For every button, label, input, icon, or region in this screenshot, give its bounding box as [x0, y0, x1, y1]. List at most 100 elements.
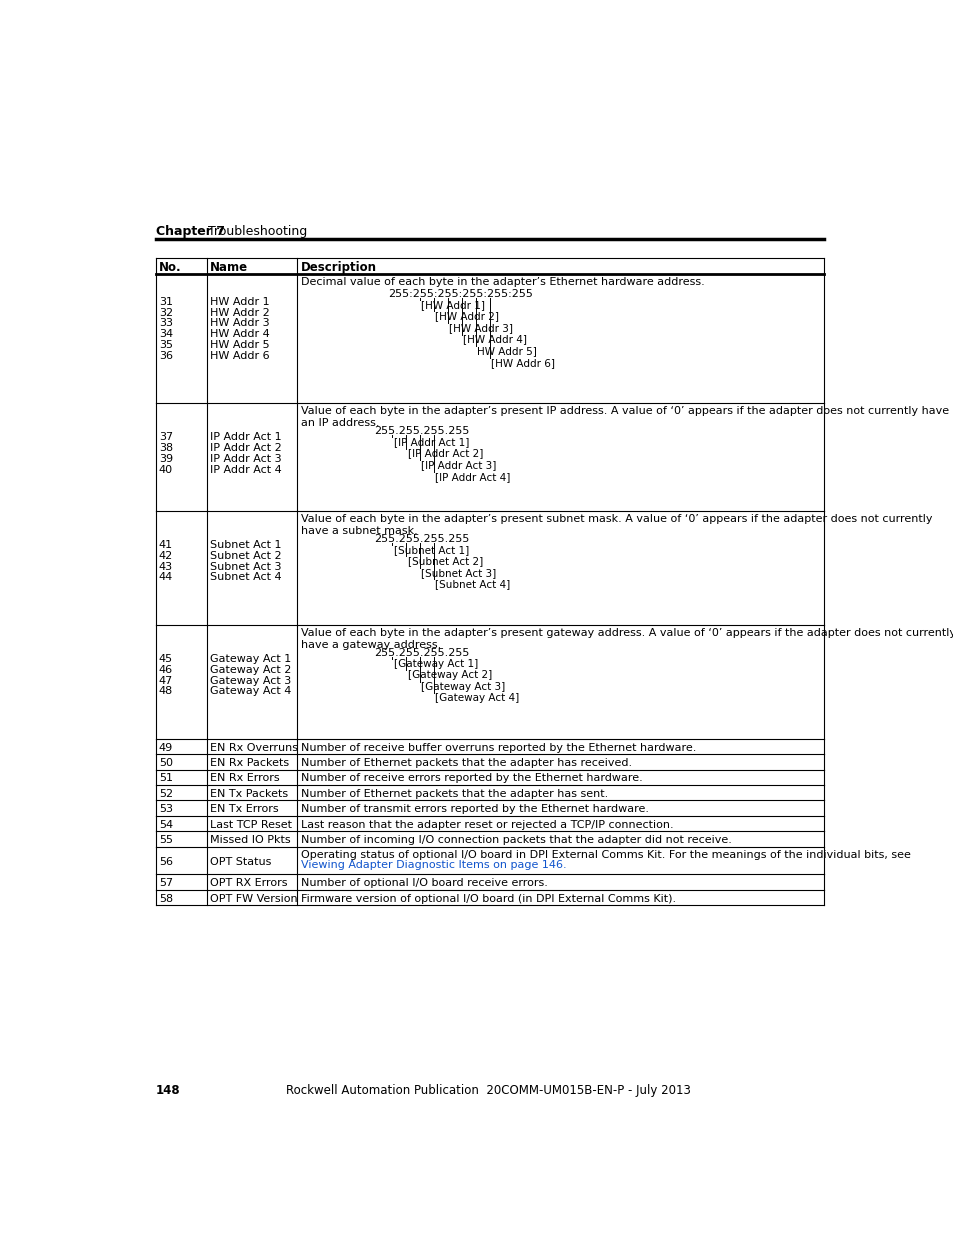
Text: 44: 44 [158, 573, 172, 583]
Text: 36: 36 [158, 351, 172, 361]
Text: [IP Addr Act 3]: [IP Addr Act 3] [421, 461, 497, 471]
Text: [IP Addr Act 1]: [IP Addr Act 1] [394, 437, 469, 447]
Text: No.: No. [158, 261, 181, 274]
Text: HW Addr 6: HW Addr 6 [210, 351, 270, 361]
Text: 58: 58 [158, 894, 172, 904]
Text: Number of transmit errors reported by the Ethernet hardware.: Number of transmit errors reported by th… [301, 804, 649, 814]
Text: Number of receive errors reported by the Ethernet hardware.: Number of receive errors reported by the… [301, 773, 642, 783]
Text: 42: 42 [158, 551, 172, 561]
Text: 57: 57 [158, 878, 172, 888]
Text: 45: 45 [158, 655, 172, 664]
Text: Decimal value of each byte in the adapter’s Ethernet hardware address.: Decimal value of each byte in the adapte… [301, 277, 704, 287]
Text: 51: 51 [158, 773, 172, 783]
Text: 31: 31 [158, 296, 172, 306]
Text: Firmware version of optional I/O board (in DPI External Comms Kit).: Firmware version of optional I/O board (… [301, 894, 676, 904]
Text: 255.255.255.255: 255.255.255.255 [374, 426, 469, 436]
Text: 56: 56 [158, 857, 172, 867]
Text: [Gateway Act 2]: [Gateway Act 2] [407, 671, 492, 680]
Text: 34: 34 [158, 330, 172, 340]
Text: Subnet Act 2: Subnet Act 2 [210, 551, 281, 561]
Text: [Gateway Act 1]: [Gateway Act 1] [394, 658, 477, 668]
Text: EN Tx Errors: EN Tx Errors [210, 804, 278, 814]
Text: 255.255.255.255: 255.255.255.255 [374, 534, 469, 543]
Text: IP Addr Act 4: IP Addr Act 4 [210, 464, 281, 474]
Text: 38: 38 [158, 443, 172, 453]
Text: Gateway Act 1: Gateway Act 1 [210, 655, 291, 664]
Text: 55: 55 [158, 835, 172, 845]
Text: OPT FW Version: OPT FW Version [210, 894, 297, 904]
Text: 49: 49 [158, 742, 172, 752]
Text: EN Rx Overruns: EN Rx Overruns [210, 742, 297, 752]
Text: Gateway Act 2: Gateway Act 2 [210, 664, 291, 674]
Text: Description: Description [300, 261, 376, 274]
Text: Gateway Act 4: Gateway Act 4 [210, 687, 291, 697]
Text: 255:255:255:255:255:255: 255:255:255:255:255:255 [388, 289, 532, 299]
Text: EN Tx Packets: EN Tx Packets [210, 789, 288, 799]
Text: HW Addr 4: HW Addr 4 [210, 330, 270, 340]
Text: Number of Ethernet packets that the adapter has received.: Number of Ethernet packets that the adap… [301, 758, 632, 768]
Text: 148: 148 [155, 1084, 180, 1097]
Text: Name: Name [210, 261, 248, 274]
Text: Troubleshooting: Troubleshooting [208, 225, 307, 238]
Text: [Gateway Act 4]: [Gateway Act 4] [435, 693, 519, 704]
Text: IP Addr Act 3: IP Addr Act 3 [210, 454, 281, 464]
Text: Number of Ethernet packets that the adapter has sent.: Number of Ethernet packets that the adap… [301, 789, 608, 799]
Text: Last reason that the adapter reset or rejected a TCP/IP connection.: Last reason that the adapter reset or re… [301, 820, 673, 830]
Text: Number of receive buffer overruns reported by the Ethernet hardware.: Number of receive buffer overruns report… [301, 742, 696, 752]
Text: HW Addr 5]: HW Addr 5] [476, 346, 537, 356]
Text: 53: 53 [158, 804, 172, 814]
Text: [HW Addr 6]: [HW Addr 6] [491, 358, 555, 368]
Text: 32: 32 [158, 308, 172, 317]
Text: 52: 52 [158, 789, 172, 799]
Text: Missed IO Pkts: Missed IO Pkts [210, 835, 291, 845]
Text: Subnet Act 4: Subnet Act 4 [210, 573, 281, 583]
Text: 35: 35 [158, 340, 172, 350]
Text: [HW Addr 1]: [HW Addr 1] [421, 300, 485, 310]
Text: Gateway Act 3: Gateway Act 3 [210, 676, 291, 685]
Text: Value of each byte in the adapter’s present gateway address. A value of ‘0’ appe: Value of each byte in the adapter’s pres… [301, 627, 953, 650]
Text: EN Rx Errors: EN Rx Errors [210, 773, 279, 783]
Text: [IP Addr Act 4]: [IP Addr Act 4] [435, 472, 510, 482]
Text: Operating status of optional I/O board in DPI External Comms Kit. For the meanin: Operating status of optional I/O board i… [301, 850, 910, 860]
Text: [Subnet Act 2]: [Subnet Act 2] [407, 556, 482, 567]
Text: 54: 54 [158, 820, 172, 830]
Text: Value of each byte in the adapter’s present IP address. A value of ‘0’ appears i: Value of each byte in the adapter’s pres… [301, 406, 948, 427]
Text: Last TCP Reset: Last TCP Reset [210, 820, 292, 830]
Text: Number of incoming I/O connection packets that the adapter did not receive.: Number of incoming I/O connection packet… [301, 835, 732, 845]
Text: Subnet Act 3: Subnet Act 3 [210, 562, 281, 572]
Text: Viewing Adapter Diagnostic Items on page 146.: Viewing Adapter Diagnostic Items on page… [301, 861, 566, 871]
Text: 43: 43 [158, 562, 172, 572]
Text: [Subnet Act 3]: [Subnet Act 3] [421, 568, 497, 578]
Text: OPT Status: OPT Status [210, 857, 271, 867]
Text: Chapter 7: Chapter 7 [155, 225, 225, 238]
Text: 37: 37 [158, 432, 172, 442]
Text: 255.255.255.255: 255.255.255.255 [374, 648, 469, 658]
Text: 39: 39 [158, 454, 172, 464]
Text: Number of optional I/O board receive errors.: Number of optional I/O board receive err… [301, 878, 548, 888]
Text: [Gateway Act 3]: [Gateway Act 3] [421, 682, 505, 692]
Text: IP Addr Act 1: IP Addr Act 1 [210, 432, 281, 442]
Text: HW Addr 3: HW Addr 3 [210, 319, 270, 329]
Text: [Subnet Act 1]: [Subnet Act 1] [394, 545, 468, 555]
Text: OPT RX Errors: OPT RX Errors [210, 878, 287, 888]
Text: EN Rx Packets: EN Rx Packets [210, 758, 289, 768]
Text: 50: 50 [158, 758, 172, 768]
Text: 48: 48 [158, 687, 172, 697]
Text: HW Addr 2: HW Addr 2 [210, 308, 270, 317]
Text: [HW Addr 4]: [HW Addr 4] [463, 335, 527, 345]
Text: [HW Addr 3]: [HW Addr 3] [449, 324, 513, 333]
Text: 33: 33 [158, 319, 172, 329]
Text: Rockwell Automation Publication  20COMM-UM015B-EN-P - July 2013: Rockwell Automation Publication 20COMM-U… [286, 1084, 691, 1097]
Text: 46: 46 [158, 664, 172, 674]
Text: 47: 47 [158, 676, 172, 685]
Text: 41: 41 [158, 540, 172, 550]
Text: HW Addr 5: HW Addr 5 [210, 340, 270, 350]
Text: Value of each byte in the adapter’s present subnet mask. A value of ‘0’ appears : Value of each byte in the adapter’s pres… [301, 514, 932, 536]
Text: [HW Addr 2]: [HW Addr 2] [435, 311, 499, 321]
Text: HW Addr 1: HW Addr 1 [210, 296, 270, 306]
Text: 40: 40 [158, 464, 172, 474]
Text: IP Addr Act 2: IP Addr Act 2 [210, 443, 281, 453]
Text: Subnet Act 1: Subnet Act 1 [210, 540, 281, 550]
Text: [IP Addr Act 2]: [IP Addr Act 2] [407, 448, 482, 458]
Text: [Subnet Act 4]: [Subnet Act 4] [435, 579, 510, 589]
